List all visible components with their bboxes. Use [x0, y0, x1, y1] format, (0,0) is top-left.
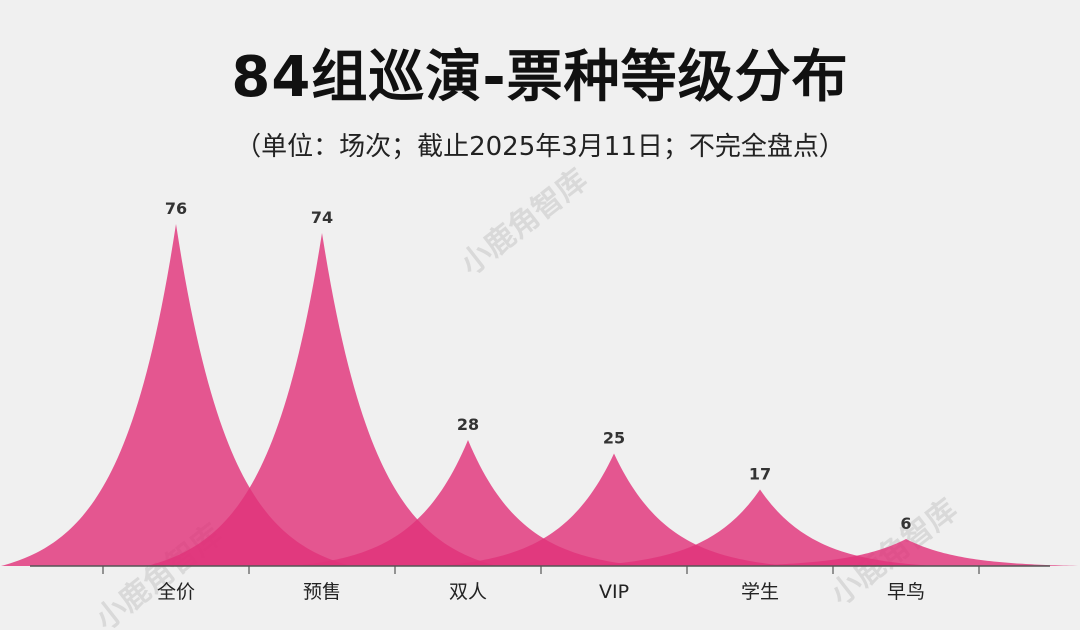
value-label: 74: [311, 208, 333, 227]
chart-title: 84组巡演-票种等级分布: [231, 45, 849, 110]
chart-subtitle: （单位：场次；截止2025年3月11日；不完全盘点）: [235, 132, 845, 162]
category-label: VIP: [599, 581, 629, 603]
value-label: 6: [900, 514, 911, 533]
peak-3: [293, 440, 643, 566]
category-label: 双人: [449, 581, 487, 603]
peak-1: [1, 224, 351, 566]
watermark-text: 小鹿角智库: [454, 163, 594, 283]
value-label: 28: [457, 415, 479, 434]
category-label: 学生: [741, 581, 779, 603]
category-label: 全价: [157, 581, 195, 603]
category-label: 预售: [303, 581, 341, 603]
peak-2: [147, 233, 497, 566]
value-label: 76: [165, 199, 187, 218]
value-label: 17: [749, 465, 771, 484]
value-label: 25: [603, 429, 625, 448]
peak-6: [731, 539, 1080, 566]
peak-4: [439, 453, 789, 566]
peak-5: [585, 489, 935, 566]
category-label: 早鸟: [887, 581, 925, 603]
